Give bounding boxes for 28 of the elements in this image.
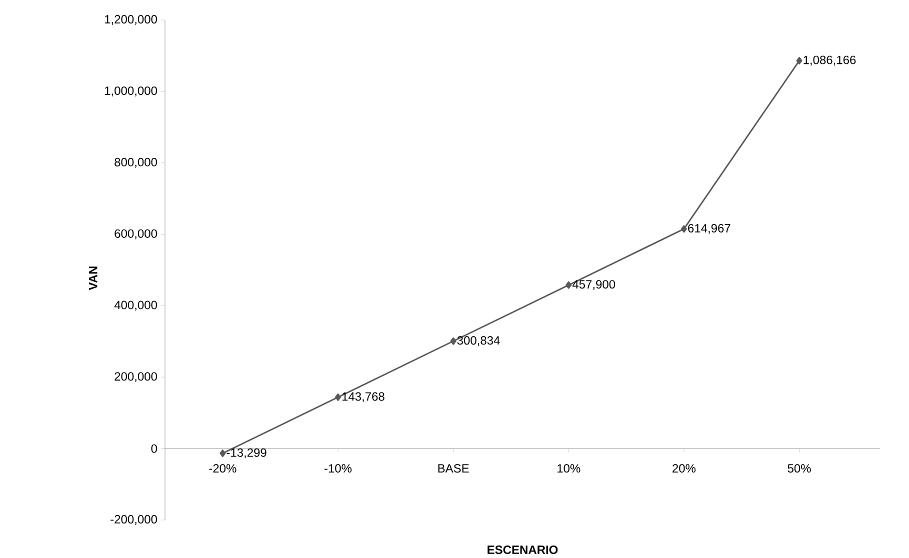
data-label: 614,967 <box>688 224 730 234</box>
x-axis-title: ESCENARIO <box>488 546 558 554</box>
y-tick-label: 200,000 <box>114 372 157 382</box>
y-tick-label: 0 <box>151 444 158 453</box>
y-tick-label: 800,000 <box>114 158 157 168</box>
y-tick-label: 1,200,000 <box>104 15 157 25</box>
data-label: 457,900 <box>572 280 616 290</box>
data-label: 1,086,166 <box>804 56 856 66</box>
x-tick-label: 20% <box>672 464 696 473</box>
point <box>450 337 456 345</box>
x-tick-label: 50% <box>788 464 811 473</box>
data-label: -13,299 <box>226 448 266 458</box>
point <box>220 450 226 458</box>
point <box>680 225 687 233</box>
data-label: 143,768 <box>342 392 384 402</box>
data-label: 300,834 <box>457 336 500 346</box>
x-tick-label: BASE <box>438 464 469 473</box>
y-tick-label: -200,000 <box>110 515 157 525</box>
y-axis-title: VAN <box>88 266 98 290</box>
point <box>796 56 802 64</box>
x-tick-label: -10% <box>324 464 352 473</box>
x-tick-label: -20% <box>209 464 236 473</box>
point <box>566 281 572 289</box>
y-tick-label: 400,000 <box>114 300 157 311</box>
y-tick-label: 1,000,000 <box>104 86 157 96</box>
point <box>334 393 341 401</box>
y-tick-label: 600,000 <box>114 229 157 240</box>
x-tick-label: 10% <box>558 464 580 473</box>
